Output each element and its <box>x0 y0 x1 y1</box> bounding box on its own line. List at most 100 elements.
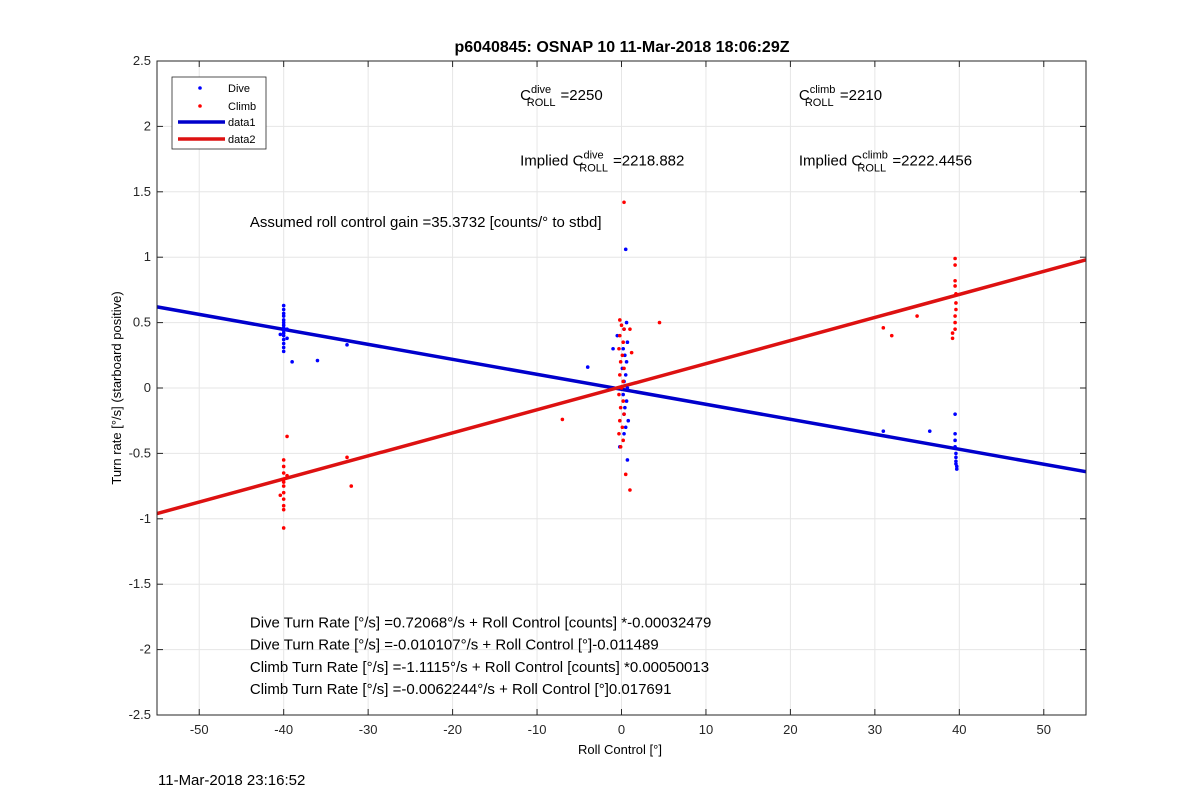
legend-data1-label: data1 <box>228 117 256 129</box>
climb-point <box>281 480 286 484</box>
dive-point <box>621 346 625 351</box>
climb-point <box>620 353 625 358</box>
climb-point <box>281 484 286 488</box>
climb-point <box>953 314 957 318</box>
climb-point <box>889 333 894 338</box>
climb-point <box>954 301 958 305</box>
dive-point <box>281 345 286 350</box>
fit-equation-annotation: Dive Turn Rate [°/s] =0.72068°/s + Roll … <box>250 614 711 631</box>
legend-dive-marker <box>198 86 202 90</box>
y-tick-label: -1.5 <box>129 576 151 591</box>
dive-point <box>623 247 628 252</box>
dive-point <box>281 333 286 338</box>
climb-point <box>285 434 289 439</box>
climb-point <box>629 350 634 355</box>
climb-point <box>281 526 286 530</box>
implied-c-roll-climb-annotation: Implied Cclimb ROLL =2222.4456 <box>799 150 972 175</box>
legend-data2-label: data2 <box>228 134 256 146</box>
y-tick-label: 1 <box>144 249 151 264</box>
climb-point <box>617 392 621 397</box>
climb-point <box>620 425 625 430</box>
dive-point <box>625 458 630 462</box>
x-tick-label: -20 <box>443 722 462 737</box>
climb-point <box>953 256 957 261</box>
x-tick-label: 20 <box>783 722 797 737</box>
dive-point <box>927 429 932 433</box>
legend: Dive Climb data1 data2 <box>171 76 267 150</box>
dive-point <box>281 328 286 333</box>
dive-point <box>615 333 620 338</box>
climb-point <box>953 327 957 331</box>
climb-point <box>560 417 565 422</box>
y-tick-label: 2.5 <box>133 53 151 68</box>
dive-point <box>281 311 286 316</box>
climb-point <box>618 373 622 377</box>
dive-point <box>285 327 289 331</box>
legend-climb-marker <box>198 104 202 108</box>
climb-point <box>281 471 286 475</box>
climb-point <box>950 336 955 341</box>
chart-title: p6040845: OSNAP 10 11-Mar-2018 18:06:29Z <box>454 39 789 56</box>
climb-point <box>619 386 624 390</box>
climb-point <box>618 405 623 410</box>
climb-point <box>345 455 349 460</box>
dive-point <box>954 467 959 471</box>
dive-point <box>281 331 286 335</box>
dive-point <box>623 353 627 358</box>
climb-point <box>281 507 286 512</box>
x-tick-label: 40 <box>952 722 966 737</box>
y-tick-label: 1.5 <box>133 184 151 199</box>
climb-point <box>618 360 623 364</box>
climb-point <box>281 497 286 501</box>
climb-point <box>622 366 626 371</box>
climb-point <box>281 458 286 462</box>
implied-c-roll-dive-annotation: Implied Cdive ROLL =2218.882 <box>520 150 684 175</box>
y-tick-label: 0.5 <box>133 315 151 330</box>
legend-dive-label: Dive <box>228 83 250 95</box>
x-tick-label: -40 <box>274 722 293 737</box>
dive-point <box>281 320 286 325</box>
dive-point <box>278 332 283 337</box>
dive-point <box>315 358 320 363</box>
climb-point <box>950 331 955 335</box>
y-tick-label: 2 <box>144 118 151 133</box>
dive-point <box>624 399 629 403</box>
climb-point <box>621 379 625 384</box>
climb-point <box>621 399 625 403</box>
dive-point <box>281 349 286 354</box>
legend-climb-label: Climb <box>228 101 256 113</box>
x-tick-label: -50 <box>190 722 209 737</box>
climb-point <box>281 477 286 482</box>
climb-point <box>622 327 626 331</box>
dive-point <box>585 365 590 369</box>
dive-point <box>290 360 294 364</box>
dive-point <box>626 418 631 423</box>
axis-ticks: -50 -40 -30 -20 -10 0 10 20 30 40 50-2.5-2-1.5-1-0… <box>129 53 1086 737</box>
dive-point <box>281 303 286 308</box>
y-tick-label: -2 <box>139 642 151 657</box>
climb-point <box>622 200 626 205</box>
c-roll-dive-annotation: Cdive ROLL =2250 <box>520 84 603 109</box>
dive-point <box>953 431 957 436</box>
dive-point <box>281 318 286 322</box>
climb-point <box>281 503 286 508</box>
climb-point <box>953 284 957 288</box>
y-axis-label: Turn rate [°/s] (starboard positive) <box>109 291 124 484</box>
fit-equation-annotation: Dive Turn Rate [°/s] =-0.010107°/s + Rol… <box>250 637 659 654</box>
dive-point <box>954 455 958 460</box>
dive-point <box>625 340 630 345</box>
y-tick-label: -0.5 <box>129 445 151 460</box>
climb-point <box>621 438 625 443</box>
dive-point <box>345 343 349 347</box>
climb-point <box>618 333 622 338</box>
climb-point <box>285 473 289 478</box>
x-tick-label: 10 <box>699 722 713 737</box>
dive-point <box>281 341 286 346</box>
dive-point <box>954 459 958 464</box>
climb-point <box>628 488 632 492</box>
climb-point <box>621 340 625 345</box>
dive-point <box>881 429 886 433</box>
climb-point <box>657 320 662 325</box>
climb-point <box>953 278 957 283</box>
